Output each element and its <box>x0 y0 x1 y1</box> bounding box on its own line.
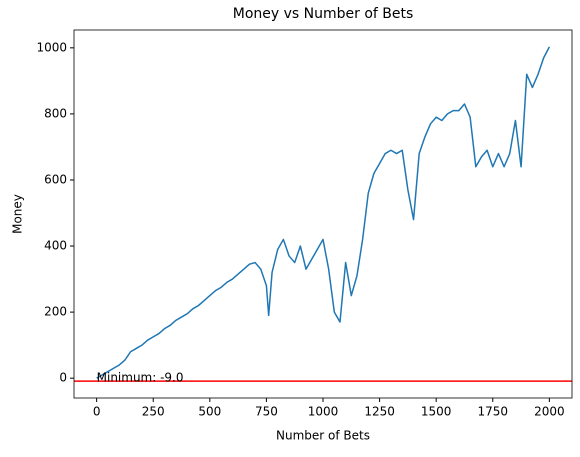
money-line <box>96 46 551 379</box>
chart-title: Money vs Number of Bets <box>233 6 414 22</box>
x-tick-label: 2000 <box>534 405 565 419</box>
x-tick-label: 1000 <box>308 405 339 419</box>
plot-frame <box>73 29 573 399</box>
y-tick-label: 400 <box>44 239 67 253</box>
x-tick-label: 500 <box>198 405 221 419</box>
x-tick-label: 1500 <box>421 405 452 419</box>
annotation: Minimum: -9.0 <box>97 371 184 385</box>
y-tick-label: 800 <box>44 106 67 120</box>
y-tick-label: 200 <box>44 305 67 319</box>
y-tick-label: 600 <box>44 172 67 186</box>
y-tick-label: 0 <box>59 371 67 385</box>
x-tick-label: 1750 <box>477 405 508 419</box>
x-tick-label: 250 <box>142 405 165 419</box>
y-tick-label: 1000 <box>36 40 67 54</box>
y-axis-label: Money <box>11 194 25 234</box>
x-tick-label: 1250 <box>364 405 395 419</box>
x-tick-label: 750 <box>255 405 278 419</box>
x-tick-label: 0 <box>93 405 101 419</box>
x-axis-label: Number of Bets <box>276 429 370 443</box>
